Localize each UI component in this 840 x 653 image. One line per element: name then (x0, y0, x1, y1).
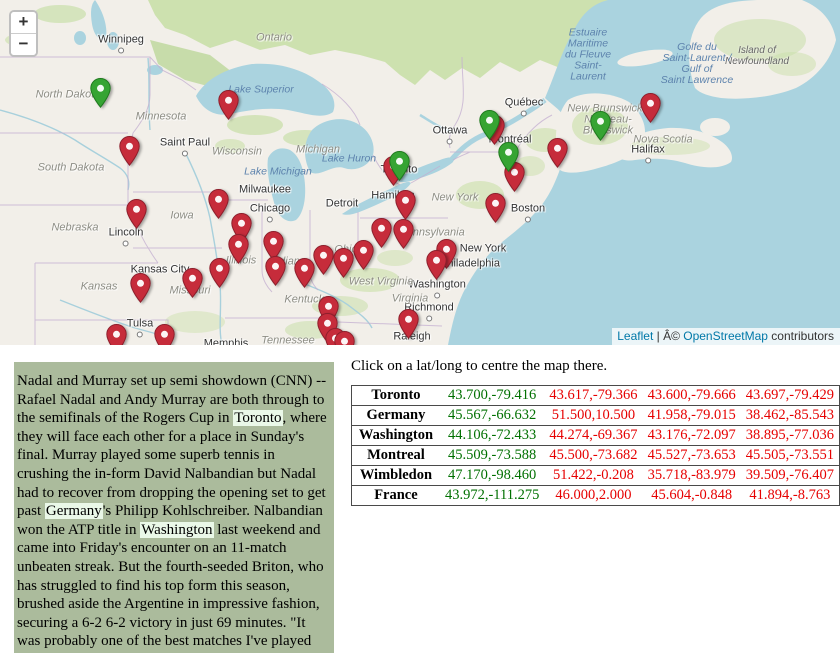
coord-cell[interactable]: 51.500,10.500 (544, 405, 643, 426)
map-marker-red[interactable] (263, 230, 284, 261)
coord-cell[interactable]: 43.697,-79.429 (740, 385, 840, 406)
map-marker-red[interactable] (334, 330, 355, 345)
map-marker-red[interactable] (313, 244, 334, 275)
map-marker-red[interactable] (228, 233, 249, 264)
coord-cell[interactable]: 43.617,-79.366 (544, 385, 643, 406)
zoom-control: + − (9, 10, 38, 57)
map-marker-red[interactable] (353, 239, 374, 270)
coord-cell-correct[interactable]: 45.567,-66.632 (439, 405, 545, 426)
coord-cell-correct[interactable]: 43.972,-111.275 (439, 485, 545, 506)
table-row: Toronto 43.700,-79.416 43.617,-79.366 43.60… (351, 385, 840, 406)
city-cell: Wimbledon (351, 465, 440, 486)
highlighted-city: Toronto (233, 410, 283, 427)
city-cell: Montreal (351, 445, 440, 466)
map-marker-red[interactable] (154, 323, 175, 345)
map-marker-red[interactable] (218, 89, 239, 120)
coord-cell[interactable]: 45.527,-73.653 (642, 445, 741, 466)
coord-cell[interactable]: 44.274,-69.367 (544, 425, 643, 446)
table-row: Montreal 45.509,-73.588 45.500,-73.682 45.5… (351, 445, 840, 466)
highlighted-city: Germany (44, 503, 103, 520)
map-marker-red[interactable] (265, 255, 286, 286)
coord-cell[interactable]: 38.462,-85.543 (740, 405, 840, 426)
map-marker-red[interactable] (426, 249, 447, 280)
article-segment: last weekend and came into Friday's enco… (17, 521, 324, 653)
map-marker-red[interactable] (398, 308, 419, 339)
map-marker-red[interactable] (333, 247, 354, 278)
city-cell: Washington (351, 425, 440, 446)
map-attribution: Leaflet | Â© OpenStreetMap contributors (612, 328, 840, 345)
attribution-separator: | Â© (653, 329, 684, 343)
article-segment: 's Philipp Kohlschreiber. Nalbandian won… (17, 503, 323, 538)
bottom-section: Nadal and Murray set up semi showdown (C… (0, 345, 840, 653)
article-segment: , where they will face each other for a … (17, 410, 327, 520)
coord-cell-correct[interactable]: 43.700,-79.416 (439, 385, 545, 406)
openstreetmap-link[interactable]: OpenStreetMap (683, 329, 768, 343)
coord-cell[interactable]: 46.000,2.000 (544, 485, 643, 506)
coord-cell[interactable]: 39.509,-76.407 (740, 465, 840, 486)
attribution-suffix: contributors (767, 329, 834, 343)
map-marker-red[interactable] (294, 257, 315, 288)
table-row: Wimbledon 47.170,-98.460 51.422,-0.208 35.7… (351, 465, 840, 486)
article-text: Nadal and Murray set up semi showdown (C… (14, 362, 334, 653)
coord-cell[interactable]: 51.422,-0.208 (544, 465, 643, 486)
coords-table-body: Toronto 43.700,-79.416 43.617,-79.366 43.60… (351, 385, 840, 506)
zoom-out-button[interactable]: − (11, 33, 36, 55)
map-marker-red[interactable] (640, 92, 661, 123)
city-cell: France (351, 485, 440, 506)
coord-cell[interactable]: 45.500,-73.682 (544, 445, 643, 466)
coords-panel: Click on a lat/long to centre the map th… (350, 358, 840, 506)
instruction-text: Click on a lat/long to centre the map th… (350, 358, 608, 374)
coord-cell[interactable]: 41.958,-79.015 (642, 405, 741, 426)
coords-table: Toronto 43.700,-79.416 43.617,-79.366 43.60… (350, 385, 840, 506)
map-marker-red[interactable] (182, 267, 203, 298)
zoom-in-button[interactable]: + (11, 12, 36, 33)
map-marker-red[interactable] (547, 137, 568, 168)
highlighted-city: Washington (140, 521, 214, 538)
leaflet-link[interactable]: Leaflet (617, 329, 654, 343)
map-markers (90, 77, 661, 345)
map-marker-red[interactable] (485, 192, 506, 223)
map-marker-red[interactable] (208, 188, 229, 219)
map-marker-green[interactable] (498, 141, 519, 172)
coord-cell[interactable]: 35.718,-83.979 (642, 465, 741, 486)
map-marker-red[interactable] (395, 189, 416, 220)
table-row: Germany 45.567,-66.632 51.500,10.500 41.958… (351, 405, 840, 426)
coord-cell[interactable]: 45.505,-73.551 (740, 445, 840, 466)
city-cell: Germany (351, 405, 440, 426)
article-segment: Nadal and Murray set up semi showdown (C… (17, 373, 327, 427)
coord-cell-correct[interactable]: 44.106,-72.433 (439, 425, 545, 446)
coord-cell[interactable]: 38.895,-77.036 (740, 425, 840, 446)
map-marker-red[interactable] (393, 218, 414, 249)
city-cell: Toronto (351, 385, 440, 406)
map-marker-green[interactable] (389, 150, 410, 181)
coord-cell-correct[interactable]: 47.170,-98.460 (439, 465, 545, 486)
map-marker-red[interactable] (371, 217, 392, 248)
coord-cell[interactable]: 45.604,-0.848 (642, 485, 741, 506)
map-marker-green[interactable] (479, 109, 500, 140)
coord-cell-correct[interactable]: 45.509,-73.588 (439, 445, 545, 466)
map-marker-red[interactable] (126, 198, 147, 229)
table-row: France 43.972,-111.275 46.000,2.000 45.604,… (351, 485, 840, 506)
map-marker-green[interactable] (590, 110, 611, 141)
map[interactable]: Winnipeg Saint Paul Milwaukee Chicago Detroi… (0, 0, 840, 345)
map-marker-green[interactable] (90, 77, 111, 108)
coord-cell[interactable]: 41.894,-8.763 (740, 485, 840, 506)
coord-cell[interactable]: 43.600,-79.666 (642, 385, 741, 406)
map-marker-red[interactable] (106, 323, 127, 345)
table-row: Washington 44.106,-72.433 44.274,-69.367 43… (351, 425, 840, 446)
coord-cell[interactable]: 43.176,-72.097 (642, 425, 741, 446)
map-marker-red[interactable] (130, 272, 151, 303)
map-marker-red[interactable] (119, 135, 140, 166)
map-marker-red[interactable] (209, 257, 230, 288)
